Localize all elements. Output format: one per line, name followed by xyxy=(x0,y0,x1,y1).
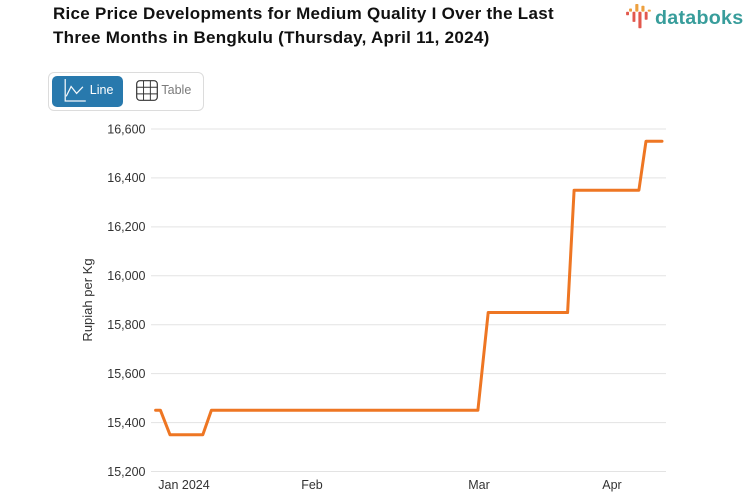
svg-text:databoks: databoks xyxy=(655,7,743,29)
svg-text:Feb: Feb xyxy=(301,478,323,492)
svg-text:15,600: 15,600 xyxy=(107,367,145,381)
svg-text:Apr: Apr xyxy=(602,478,621,492)
svg-text:Mar: Mar xyxy=(468,478,490,492)
svg-text:16,400: 16,400 xyxy=(107,171,145,185)
svg-text:16,000: 16,000 xyxy=(107,269,145,283)
svg-text:16,200: 16,200 xyxy=(107,220,145,234)
svg-text:Rupiah per Kg: Rupiah per Kg xyxy=(80,258,95,341)
svg-text:15,200: 15,200 xyxy=(107,465,145,479)
svg-text:16,600: 16,600 xyxy=(107,122,145,136)
svg-text:Jan 2024: Jan 2024 xyxy=(158,478,209,492)
svg-text:15,800: 15,800 xyxy=(107,318,145,332)
svg-text:15,400: 15,400 xyxy=(107,416,145,430)
